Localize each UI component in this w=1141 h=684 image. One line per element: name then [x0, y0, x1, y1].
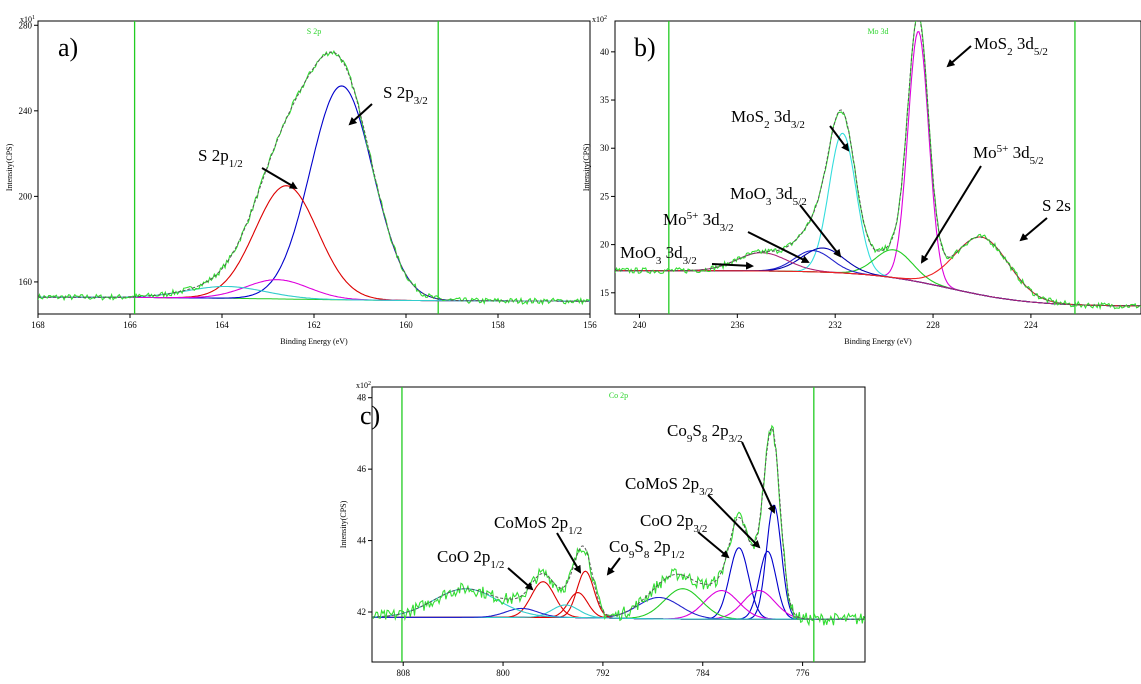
peak-annotation: MoO3 3d5/2 [730, 184, 807, 208]
x-tick-label: 232 [828, 320, 842, 330]
panel-label: c) [360, 401, 380, 430]
panel-title: Co 2p [609, 391, 628, 400]
y-axis-label: Intensity(CPS) [339, 500, 348, 548]
chart-panel-2: Mo 3d x102 240 236 232 228 224 15 20 25 30 35 40 Bind… [582, 15, 1141, 346]
peak-annotation: MoS2 3d3/2 [731, 107, 805, 131]
y-tick-label: 240 [19, 106, 33, 116]
annotation-arrow [711, 261, 754, 270]
y-tick-label: 15 [600, 288, 610, 298]
panel-label: a) [58, 33, 78, 62]
x-tick-label: 168 [31, 320, 45, 330]
peak-annotation: MoO3 3d3/2 [620, 243, 697, 267]
x-tick-label: 808 [396, 668, 410, 678]
y-tick-label: 48 [357, 393, 367, 403]
x-tick-label: 166 [123, 320, 137, 330]
peak-annotation: CoMoS 2p1/2 [494, 513, 582, 537]
peak-annotation: CoMoS 2p3/2 [625, 474, 713, 498]
x-tick-label: 240 [633, 320, 647, 330]
curves [615, 21, 1141, 311]
annotation-arrow [261, 167, 298, 190]
x-tick-label: 784 [696, 668, 710, 678]
x-tick-label: 228 [926, 320, 940, 330]
annotation-arrow [707, 494, 761, 549]
annotation-arrow [697, 531, 730, 559]
annotation-arrow [920, 165, 982, 264]
peak-annotation: Mo5+ 3d3/2 [663, 210, 734, 234]
peak-annotation: S 2p3/2 [383, 83, 428, 107]
annotation-arrow [348, 103, 373, 126]
x-tick-label: 224 [1024, 320, 1038, 330]
peak-annotation: Mo5+ 3d5/2 [973, 143, 1044, 167]
peak-annotation: CoO 2p1/2 [437, 547, 504, 571]
y-tick-label: 25 [600, 191, 610, 201]
x-tick-label: 776 [796, 668, 810, 678]
annotation-arrow [829, 125, 850, 152]
measured-spectrum [38, 50, 590, 306]
x-tick-label: 162 [307, 320, 321, 330]
peak-annotation: S 2p1/2 [198, 146, 243, 170]
x-tick-label: 158 [491, 320, 505, 330]
fit-envelope [615, 21, 1141, 307]
peak-annotation: CoO 2p3/2 [640, 511, 707, 535]
annotation-arrow [556, 532, 582, 574]
annotation-arrow [507, 567, 534, 591]
peak-annotation: Co9S8 2p3/2 [667, 421, 743, 445]
y-tick-label: 30 [600, 143, 610, 153]
y-tick-label: 46 [357, 464, 367, 474]
annotation-arrow [1019, 217, 1048, 242]
x-tick-label: 160 [399, 320, 413, 330]
y-tick-label: 40 [600, 47, 610, 57]
annotation-arrow [747, 231, 810, 263]
x-axis-label: Binding Energy (eV) [844, 337, 912, 346]
y-tick-label: 35 [600, 95, 610, 105]
component-peak [38, 85, 590, 302]
plot-frame [614, 20, 1141, 315]
x-axis-label: Binding Energy (eV) [280, 337, 348, 346]
x-tick-label: 800 [496, 668, 510, 678]
annotation-arrow [606, 557, 621, 576]
y-axis-label: Intensity(CPS) [5, 143, 14, 191]
y-tick-label: 200 [19, 191, 33, 201]
peak-annotation: Co9S8 2p1/2 [609, 537, 685, 561]
y-tick-label: 42 [357, 607, 366, 617]
y-tick-label: 20 [600, 240, 610, 250]
annotation-arrow [799, 204, 842, 258]
x-tick-label: 156 [583, 320, 597, 330]
y-axis-label: Intensity(CPS) [582, 143, 591, 191]
y-tick-label: 280 [19, 20, 33, 30]
fit-envelope [38, 51, 590, 302]
component-peak [38, 185, 590, 302]
chart-panel-3: Co 2px10280880079278477642444648Binding … [339, 381, 866, 678]
x-tick-label: 164 [215, 320, 229, 330]
curves [372, 424, 865, 627]
y-multiplier: x102 [356, 381, 371, 390]
chart-panel-1: S 2p x101 168 166 164 162 160 158 156 160 200 240 28… [5, 15, 597, 346]
measured-spectrum [372, 424, 865, 627]
component-peak [38, 285, 590, 302]
y-tick-label: 44 [357, 536, 367, 546]
fit-envelope [372, 427, 865, 620]
y-tick-label: 160 [19, 277, 33, 287]
panel-title: S 2p [307, 27, 321, 36]
y-multiplier: x101 [20, 15, 35, 24]
y-multiplier: x102 [592, 15, 607, 24]
curves [38, 50, 590, 306]
annotation-arrow [946, 45, 972, 68]
annotation-arrow [741, 441, 776, 514]
peak-annotation: MoS2 3d5/2 [974, 34, 1048, 58]
plot-frame [371, 386, 866, 663]
x-tick-label: 236 [731, 320, 745, 330]
x-tick-label: 792 [596, 668, 610, 678]
measured-spectrum [615, 21, 1141, 311]
plot-frame [37, 20, 591, 315]
panel-title: Mo 3d [867, 27, 888, 36]
panel-label: b) [634, 33, 656, 62]
peak-annotation: S 2s [1042, 196, 1071, 215]
